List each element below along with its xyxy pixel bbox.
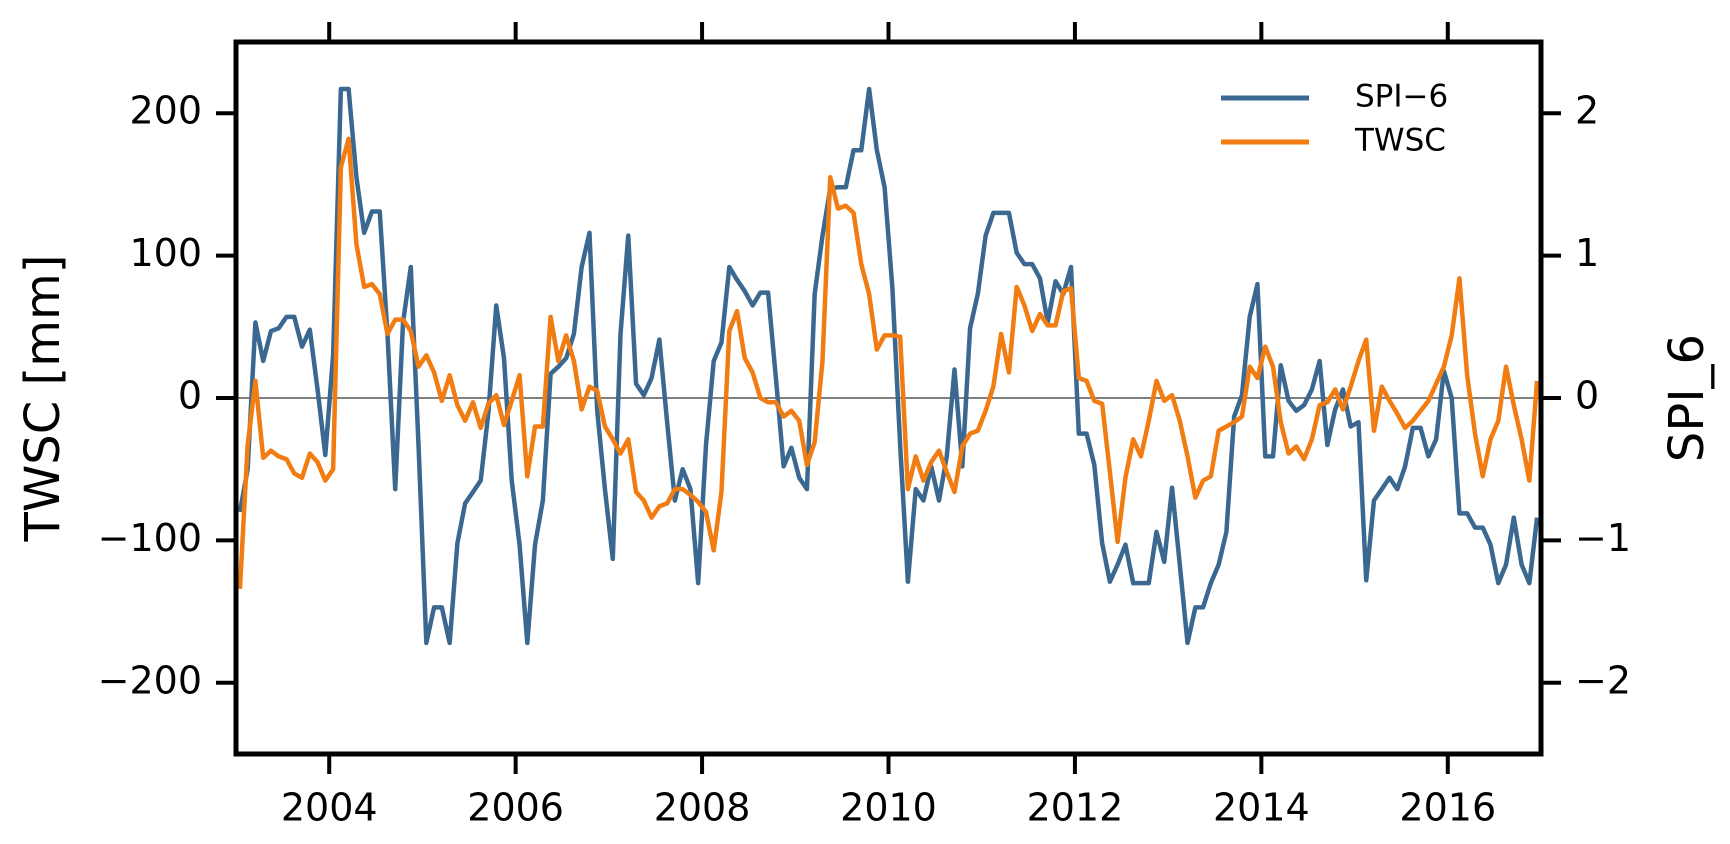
y2-tick-label: 1	[1575, 231, 1599, 275]
x-tick-label: 2010	[840, 786, 937, 830]
x-tick-label: 2016	[1399, 786, 1496, 830]
plot-frame	[233, 39, 1544, 757]
y2-axis-label: SPI_6	[1659, 334, 1715, 462]
y-tick-label: −100	[98, 516, 202, 560]
y2-tick-label: −2	[1575, 658, 1631, 702]
y2-tick-label: 0	[1575, 374, 1599, 418]
series-line	[237, 136, 1540, 589]
x-tick-label: 2014	[1213, 786, 1310, 830]
legend-label: SPI−6	[1355, 79, 1448, 115]
y-tick-label: −200	[98, 658, 202, 702]
y-tick-label: 100	[129, 231, 202, 275]
y-axis-label: TWSC [mm]	[15, 255, 71, 543]
x-tick-label: 2012	[1027, 786, 1124, 830]
y-tick-label: 200	[129, 89, 202, 133]
x-tick-label: 2006	[467, 786, 564, 830]
y2-tick-label: −1	[1575, 516, 1631, 560]
x-tick-label: 2004	[281, 786, 378, 830]
legend-label: TWSC	[1354, 123, 1446, 159]
y2-tick-label: 2	[1575, 89, 1599, 133]
series-line	[237, 86, 1540, 646]
x-tick-label: 2008	[654, 786, 751, 830]
y-tick-label: 0	[178, 374, 202, 418]
